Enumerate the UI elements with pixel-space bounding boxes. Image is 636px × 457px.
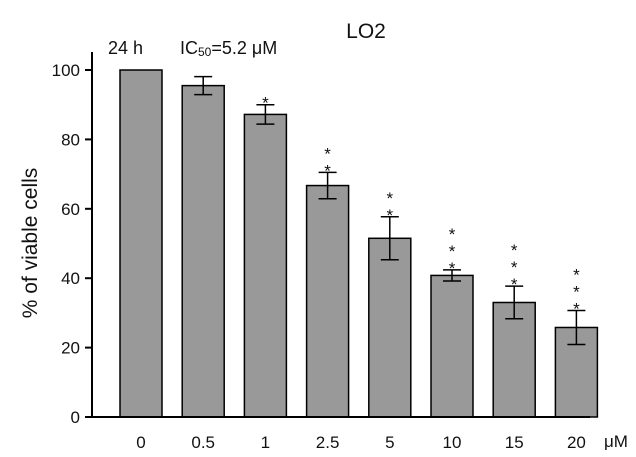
ic50-subscript: 50 — [198, 45, 212, 59]
significance-star: * — [324, 144, 331, 163]
y-tick-label: 40 — [61, 269, 80, 288]
bar — [119, 69, 163, 418]
significance-star: * — [386, 189, 393, 208]
bar — [492, 301, 536, 418]
x-tick-label: 10 — [443, 433, 462, 452]
y-tick-label: 80 — [61, 130, 80, 149]
significance-star: * — [573, 265, 580, 284]
x-tick-label: 2.5 — [316, 433, 340, 452]
significance-star: * — [262, 94, 269, 113]
significance-star: * — [449, 225, 456, 244]
significance-star: * — [386, 206, 393, 225]
y-tick-label: 60 — [61, 200, 80, 219]
bar — [430, 274, 474, 418]
ic50-value: =5.2 μM — [211, 38, 277, 58]
x-tick-label: 20 — [567, 433, 586, 452]
significance-star: * — [449, 259, 456, 278]
ic50-prefix: IC — [180, 38, 198, 58]
x-tick-label: 5 — [385, 433, 394, 452]
ic50-annotation: IC50=5.2 μM — [180, 38, 277, 59]
y-axis-label: % of viable cells — [19, 168, 42, 319]
x-tick-label: 0.5 — [191, 433, 215, 452]
y-tick-label: 100 — [52, 61, 80, 80]
bar — [368, 237, 412, 418]
significance-star: * — [511, 241, 518, 260]
significance-star: * — [573, 282, 580, 301]
y-tick-label: 20 — [61, 339, 80, 358]
x-tick-label: 1 — [261, 433, 270, 452]
x-tick-label: 0 — [136, 433, 145, 452]
x-tick-label: 15 — [505, 433, 524, 452]
significance-star: * — [449, 242, 456, 261]
plot-area: **************0 0.5 1 2.5 5 10 15 2002040608010… — [52, 52, 599, 452]
significance-star: * — [511, 275, 518, 294]
bar — [181, 84, 225, 418]
chart-title: LO2 — [346, 20, 386, 43]
bar — [305, 184, 350, 418]
time-annotation: 24 h — [108, 38, 143, 58]
bar — [243, 113, 288, 418]
significance-star: * — [511, 258, 518, 277]
significance-star: * — [324, 161, 331, 180]
x-axis-unit: μM — [604, 432, 628, 451]
y-tick-label: 0 — [71, 408, 80, 427]
significance-star: * — [573, 299, 580, 318]
